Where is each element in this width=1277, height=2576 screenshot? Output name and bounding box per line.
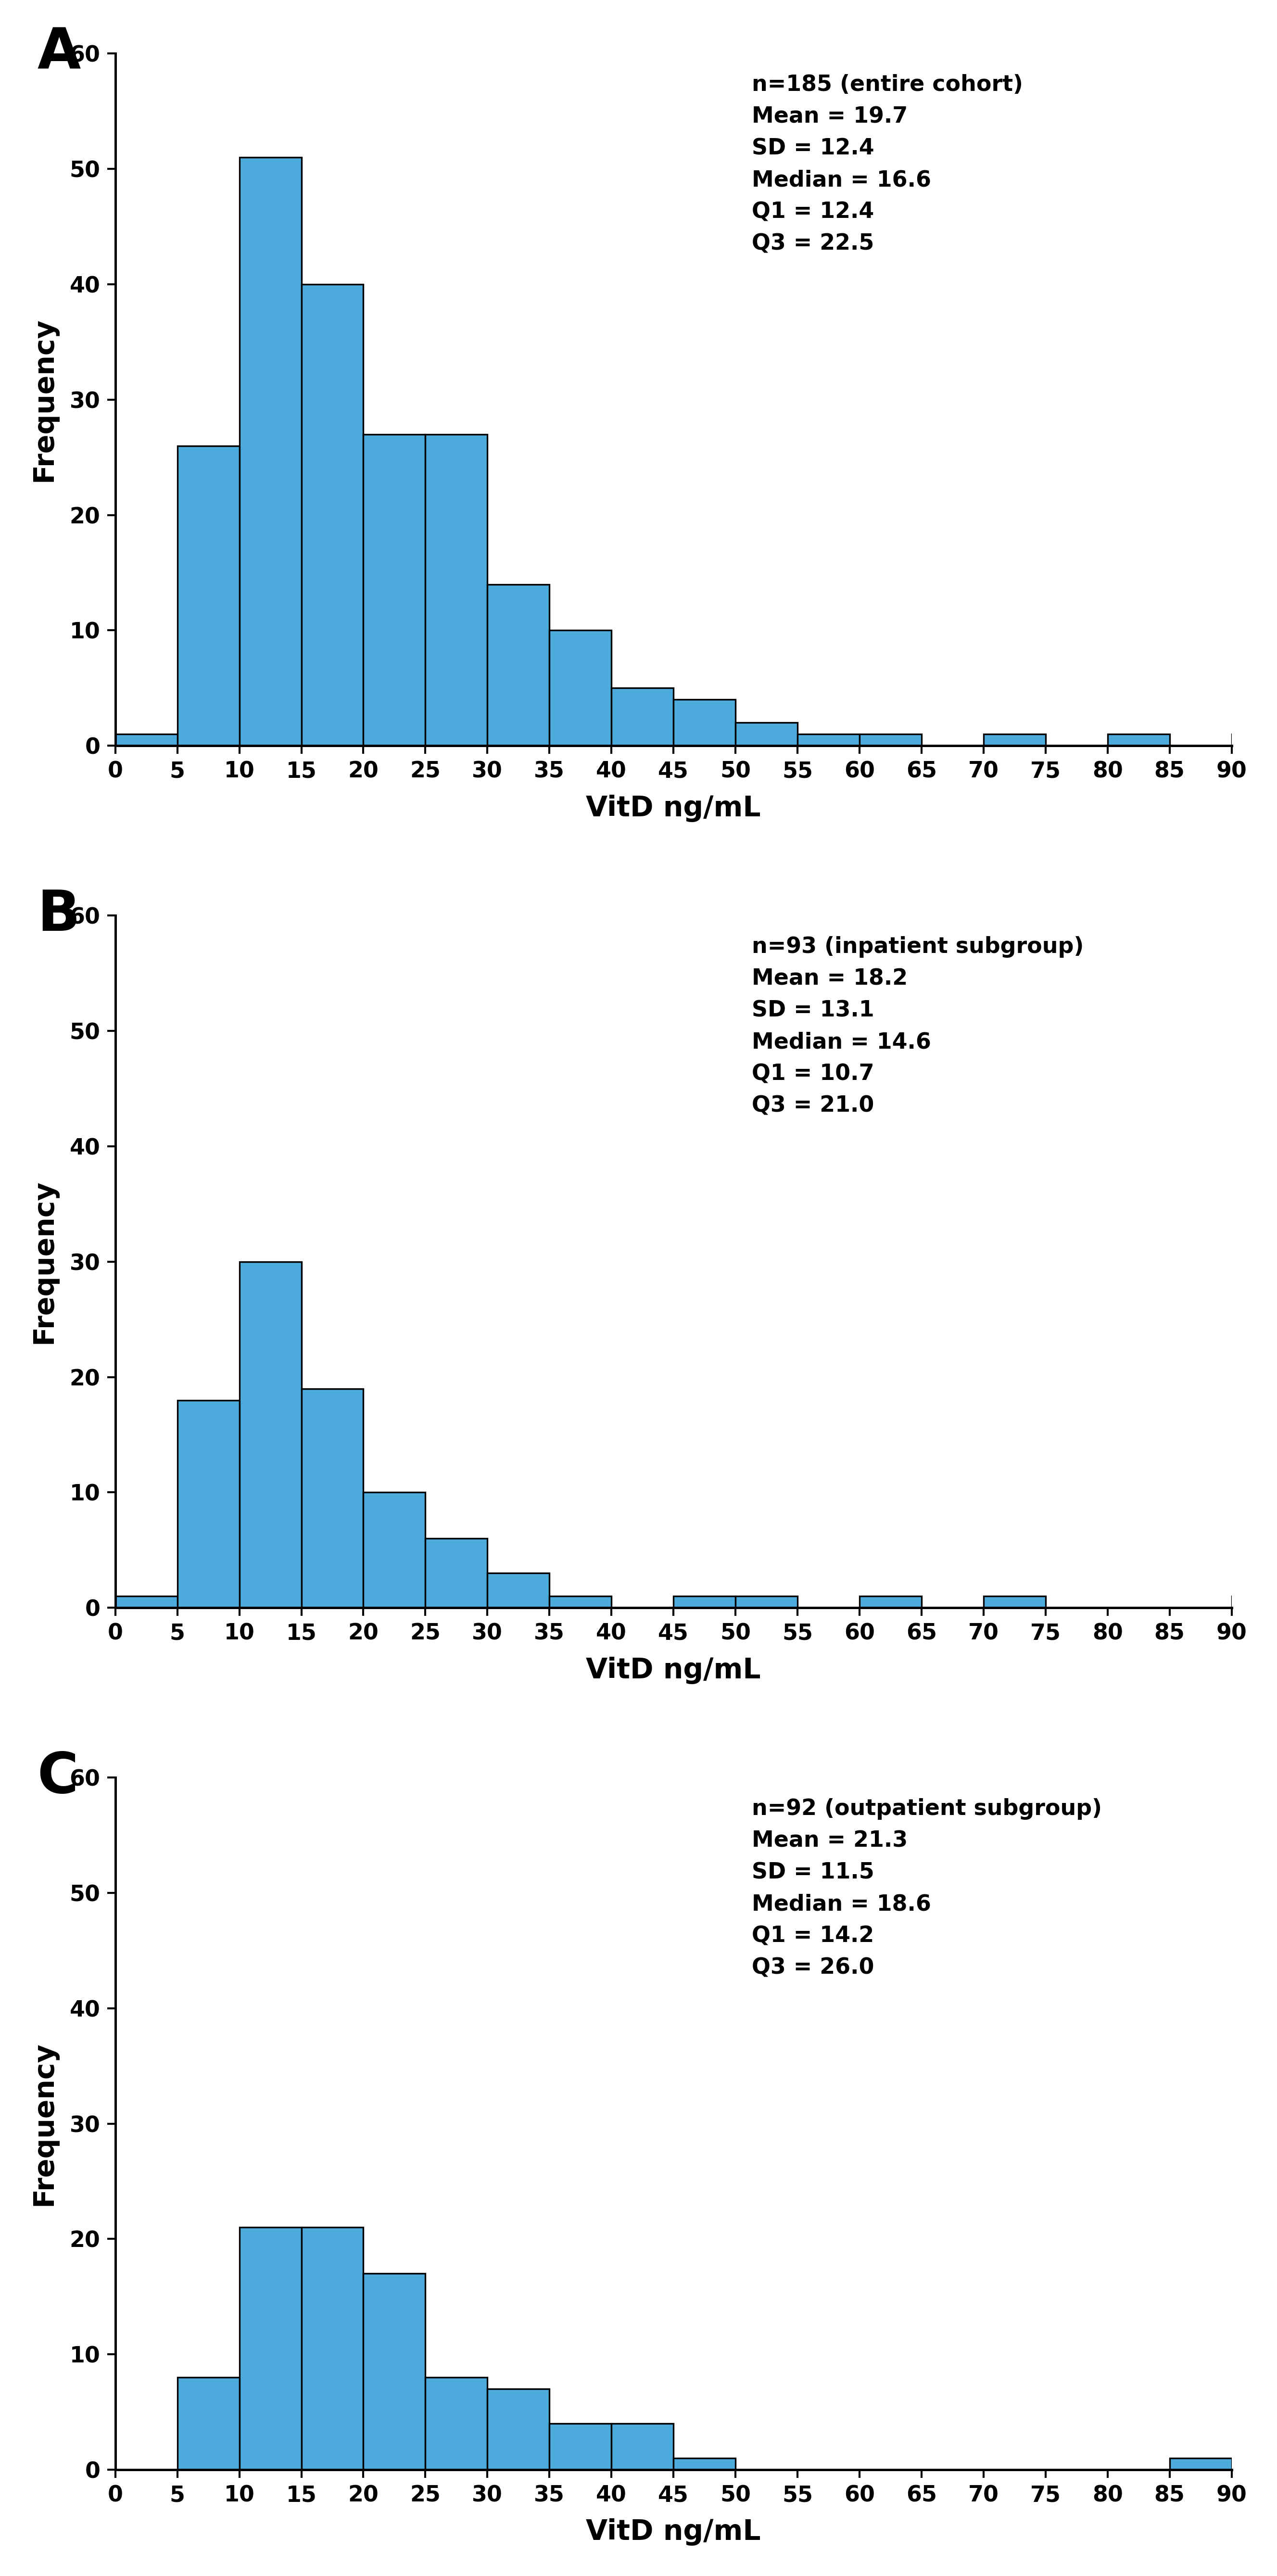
Bar bbox=[364, 1492, 425, 1607]
Bar bbox=[425, 435, 488, 747]
Bar bbox=[239, 157, 301, 747]
Bar bbox=[364, 2275, 425, 2470]
Y-axis label: Frequency: Frequency bbox=[31, 317, 57, 482]
Bar bbox=[239, 1262, 301, 1607]
Text: C: C bbox=[37, 1749, 78, 1806]
Bar bbox=[797, 734, 859, 747]
Bar bbox=[115, 734, 178, 747]
X-axis label: VitD ng/mL: VitD ng/mL bbox=[586, 1656, 761, 1685]
Bar bbox=[673, 1597, 736, 1607]
Bar bbox=[178, 1401, 239, 1607]
Bar bbox=[736, 724, 797, 747]
Bar bbox=[488, 2388, 549, 2470]
Text: n=93 (inpatient subgroup)
Mean = 18.2
SD = 13.1
Median = 14.6
Q1 = 10.7
Q3 = 21.: n=93 (inpatient subgroup) Mean = 18.2 SD… bbox=[752, 935, 1084, 1115]
Bar bbox=[301, 1388, 364, 1607]
Bar bbox=[736, 1597, 797, 1607]
Bar bbox=[425, 1538, 488, 1607]
Bar bbox=[239, 2228, 301, 2470]
Bar bbox=[983, 734, 1046, 747]
Text: A: A bbox=[37, 26, 80, 80]
Bar bbox=[178, 2378, 239, 2470]
Bar bbox=[673, 2458, 736, 2470]
Bar bbox=[301, 283, 364, 747]
Bar bbox=[549, 2424, 612, 2470]
Text: n=92 (outpatient subgroup)
Mean = 21.3
SD = 11.5
Median = 18.6
Q1 = 14.2
Q3 = 26: n=92 (outpatient subgroup) Mean = 21.3 S… bbox=[752, 1798, 1102, 1978]
Text: B: B bbox=[37, 889, 80, 943]
Bar bbox=[983, 1597, 1046, 1607]
Bar bbox=[364, 435, 425, 747]
Bar bbox=[488, 585, 549, 747]
Bar bbox=[488, 1574, 549, 1607]
Bar bbox=[301, 2228, 364, 2470]
Bar bbox=[178, 446, 239, 747]
Bar bbox=[673, 701, 736, 747]
Bar bbox=[1231, 1597, 1277, 1607]
Bar bbox=[549, 1597, 612, 1607]
Bar bbox=[425, 2378, 488, 2470]
X-axis label: VitD ng/mL: VitD ng/mL bbox=[586, 2519, 761, 2545]
Bar bbox=[1107, 734, 1170, 747]
Bar bbox=[612, 2424, 673, 2470]
Y-axis label: Frequency: Frequency bbox=[31, 2040, 57, 2205]
Bar bbox=[1170, 2458, 1231, 2470]
Y-axis label: Frequency: Frequency bbox=[31, 1180, 57, 1345]
Text: n=185 (entire cohort)
Mean = 19.7
SD = 12.4
Median = 16.6
Q1 = 12.4
Q3 = 22.5: n=185 (entire cohort) Mean = 19.7 SD = 1… bbox=[752, 75, 1023, 255]
Bar bbox=[859, 734, 922, 747]
Bar bbox=[115, 1597, 178, 1607]
Bar bbox=[1231, 734, 1277, 747]
Bar bbox=[549, 631, 612, 747]
Bar bbox=[612, 688, 673, 747]
X-axis label: VitD ng/mL: VitD ng/mL bbox=[586, 793, 761, 822]
Bar bbox=[859, 1597, 922, 1607]
